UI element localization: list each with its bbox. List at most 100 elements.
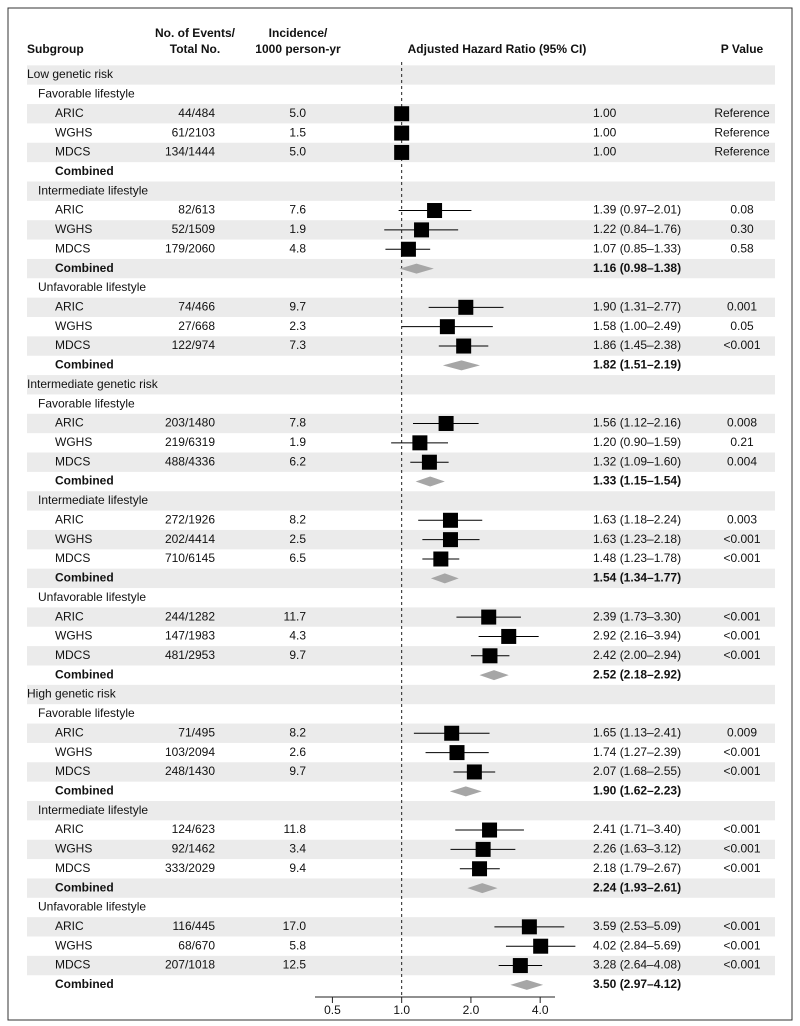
hr-square (501, 628, 517, 644)
hr-square (394, 106, 410, 122)
p-value: <0.001 (723, 764, 760, 778)
hr-label: 2.26 (1.63–3.12) (593, 842, 681, 856)
pooled-diamond (467, 883, 498, 894)
hr-square (533, 938, 549, 954)
events: 147/1983 (165, 629, 215, 643)
x-tick-label: 0.5 (324, 1003, 341, 1017)
row-label: MDCS (55, 958, 90, 972)
events: 44/484 (178, 106, 215, 120)
hr-label: 1.00 (593, 125, 617, 139)
row-label: WGHS (55, 435, 92, 449)
row-stripe (27, 684, 775, 705)
row-label: Unfavorable lifestyle (38, 900, 146, 914)
row-label: Intermediate lifestyle (38, 183, 148, 197)
hr-square (449, 745, 465, 761)
hr-label: 1.58 (1.00–2.49) (593, 319, 681, 333)
events: 52/1509 (172, 222, 216, 236)
events: 27/668 (178, 319, 215, 333)
row-label: ARIC (55, 416, 84, 430)
hr-label: 1.82 (1.51–2.19) (593, 358, 681, 372)
col-header-hr: Adjusted Hazard Ratio (95% CI) (408, 42, 587, 56)
events: 68/670 (178, 938, 215, 952)
row-label: Unfavorable lifestyle (38, 590, 146, 604)
hr-square (475, 841, 491, 857)
p-value: <0.001 (723, 629, 760, 643)
plot-body: Low genetic risk Favorable lifestyle ARIC 4… (27, 62, 770, 1017)
incidence: 11.8 (284, 822, 307, 836)
p-value: <0.001 (723, 338, 760, 352)
hr-label: 2.18 (1.79–2.67) (593, 861, 681, 875)
hr-square (427, 203, 443, 219)
hr-square (482, 822, 498, 838)
x-tick-label: 2.0 (463, 1003, 480, 1017)
col-header-events: No. of Events/ (155, 26, 236, 40)
incidence: 1.9 (289, 435, 306, 449)
events: 82/613 (178, 203, 215, 217)
row-label: Combined (55, 667, 114, 681)
hr-label: 1.74 (1.27–2.39) (593, 745, 681, 759)
row-label: High genetic risk (27, 687, 117, 701)
hr-label: 2.42 (2.00–2.94) (593, 648, 681, 662)
events: 202/4414 (165, 532, 215, 546)
events: 71/495 (178, 725, 215, 739)
row-label: WGHS (55, 319, 92, 333)
p-value: <0.001 (723, 938, 760, 952)
row-label: MDCS (55, 241, 90, 255)
incidence: 5.0 (289, 145, 306, 159)
row-label: MDCS (55, 338, 90, 352)
events: 207/1018 (165, 958, 215, 972)
incidence: 1.9 (289, 222, 306, 236)
row-stripe (27, 413, 775, 434)
events: 203/1480 (165, 416, 215, 430)
hr-label: 4.02 (2.84–5.69) (593, 938, 681, 952)
events: 272/1926 (165, 512, 215, 526)
col-header-subgroup: Subgroup (27, 42, 84, 56)
p-value: 0.009 (727, 725, 757, 739)
col-header-p: P Value (721, 42, 764, 56)
row-stripe (27, 491, 775, 511)
p-value: 0.21 (730, 435, 754, 449)
events: 116/445 (173, 919, 216, 933)
hr-label: 2.52 (2.18–2.92) (593, 667, 681, 681)
row-label: Low genetic risk (27, 67, 114, 81)
hr-label: 1.07 (0.85–1.33) (593, 241, 681, 255)
row-label: Combined (55, 261, 114, 275)
hr-label: 1.56 (1.12–2.16) (593, 416, 681, 430)
incidence: 9.7 (289, 764, 306, 778)
events: 179/2060 (165, 241, 215, 255)
p-value: 0.30 (730, 222, 754, 236)
p-value: Reference (714, 145, 770, 159)
row-label: Favorable lifestyle (38, 396, 135, 410)
p-value: <0.001 (723, 551, 760, 565)
incidence: 3.4 (289, 842, 306, 856)
hr-label: 1.00 (593, 145, 617, 159)
row-label: ARIC (55, 203, 84, 217)
hr-label: 2.24 (1.93–2.61) (593, 880, 681, 894)
row-label: WGHS (55, 629, 92, 643)
row-label: WGHS (55, 745, 92, 759)
incidence: 9.7 (289, 648, 306, 662)
p-value: 0.001 (727, 299, 757, 313)
hr-label: 1.63 (1.23–2.18) (593, 532, 681, 546)
incidence: 8.2 (289, 725, 306, 739)
row-stripe (27, 955, 775, 976)
p-value: <0.001 (723, 842, 760, 856)
hr-square (466, 764, 482, 780)
incidence: 6.5 (289, 551, 306, 565)
p-value: <0.001 (723, 745, 760, 759)
row-label: MDCS (55, 764, 90, 778)
p-value: <0.001 (723, 648, 760, 662)
row-label: WGHS (55, 222, 92, 236)
row-label: Favorable lifestyle (38, 87, 135, 101)
hr-label: 1.54 (1.34–1.77) (593, 571, 681, 585)
hr-label: 2.07 (1.68–2.55) (593, 764, 681, 778)
pooled-diamond (449, 786, 482, 797)
row-stripe (27, 375, 775, 395)
p-value: Reference (714, 106, 770, 120)
row-label: ARIC (55, 299, 84, 313)
row-label: ARIC (55, 822, 84, 836)
row-stripe (27, 801, 775, 821)
incidence: 7.8 (289, 416, 306, 430)
hr-square (414, 222, 430, 238)
hr-square (442, 532, 458, 548)
